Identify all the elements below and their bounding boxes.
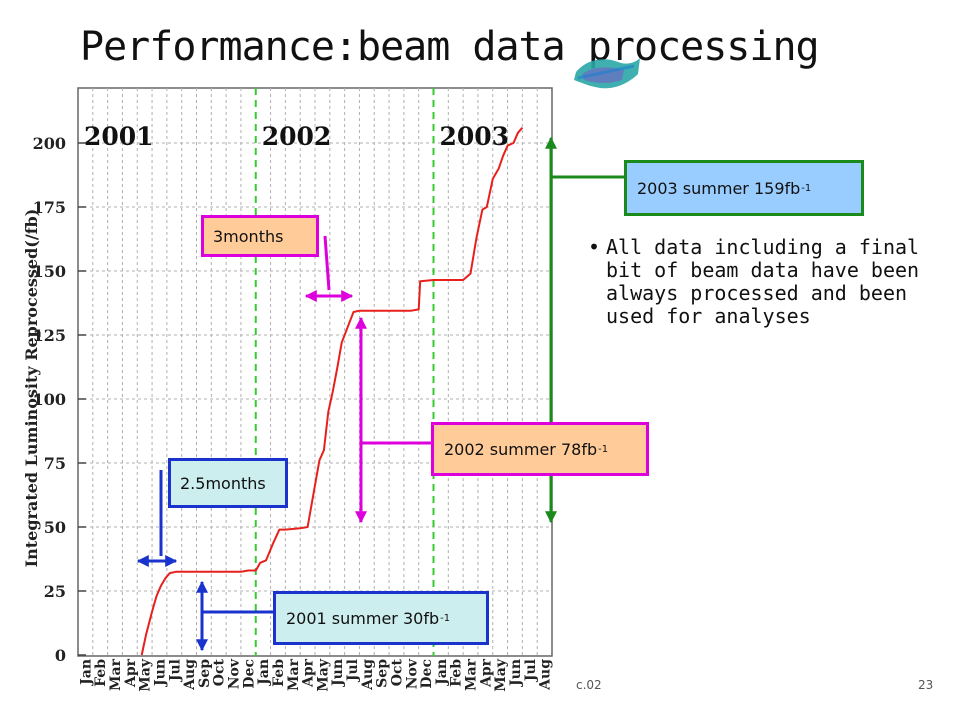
- footer-left: c.02: [576, 678, 602, 692]
- annotation-2003-summer-label: 2003 summer 159fb: [637, 178, 801, 198]
- x-tick-label: Sep: [197, 659, 213, 688]
- annotation-2001-summer-label: 2001 summer 30fb: [286, 608, 440, 628]
- x-tick-label: Mar: [286, 658, 302, 691]
- annotation-3months: 3months: [201, 215, 319, 257]
- x-tick-label: Sep: [375, 659, 391, 688]
- luminosity-curve: [140, 126, 524, 656]
- y-tick-label: 100: [33, 390, 66, 409]
- x-tick-label: May: [493, 658, 509, 692]
- x-tick-label: Aug: [538, 659, 554, 691]
- annotation-2002-summer-unit: -1: [598, 443, 609, 455]
- x-tick-label: Dec: [241, 659, 257, 689]
- x-tick-label: Jul: [523, 659, 539, 683]
- annotation-2002-summer-label: 2002 summer 78fb: [444, 439, 598, 459]
- year-label: 2002: [262, 122, 332, 151]
- x-tick-label: Nov: [404, 658, 420, 689]
- slide-title: Performance:beam data processing: [80, 24, 820, 70]
- x-tick-label: Mar: [464, 658, 480, 691]
- bullet-point: • All data including a final bit of beam…: [588, 235, 926, 328]
- x-tick-label: Feb: [93, 659, 109, 687]
- x-tick-label: Jan: [78, 659, 94, 687]
- x-tick-label: Apr: [301, 658, 317, 688]
- x-tick-label: Aug: [182, 659, 198, 691]
- bullet-text: All data including a final bit of beam d…: [606, 235, 920, 328]
- y-tick-label: 75: [44, 454, 66, 473]
- annotation-2001-summer-unit: -1: [440, 612, 451, 624]
- y-tick-label: 50: [44, 518, 66, 537]
- x-tick-label: Nov: [227, 658, 243, 689]
- leader-3months: [323, 235, 331, 291]
- y-tick-label: 175: [33, 198, 66, 217]
- brush-logo-icon: [574, 58, 640, 89]
- x-tick-label: Feb: [271, 659, 287, 687]
- annotation-2-5months: 2.5months: [168, 458, 288, 508]
- y-tick-label: 25: [44, 582, 66, 601]
- y-tick-label: 125: [33, 326, 66, 345]
- bullet-dot-icon: •: [588, 235, 601, 259]
- x-tick-label: Feb: [449, 659, 465, 687]
- x-tick-label: May: [138, 658, 154, 692]
- x-tick-label: Oct: [389, 658, 405, 686]
- x-tick-label: Apr: [478, 658, 494, 688]
- y-tick-label: 0: [55, 646, 66, 665]
- page-number: 23: [918, 678, 934, 692]
- year-label: 2003: [440, 122, 510, 151]
- y-axis-label: Integrated Luminosity Reprocessed(/fb): [22, 209, 41, 568]
- x-tick-label: May: [315, 658, 331, 692]
- x-tick-label: Apr: [123, 658, 139, 688]
- x-tick-label: Jan: [256, 659, 272, 687]
- x-tick-label: Mar: [108, 658, 124, 691]
- annotation-2002-summer: 2002 summer 78fb -1: [431, 422, 649, 476]
- x-tick-label: Jun: [152, 659, 168, 688]
- x-tick-label: Jul: [167, 659, 183, 683]
- annotation-3months-label: 3months: [213, 226, 284, 246]
- x-tick-label: Jun: [330, 659, 346, 688]
- y-tick-label: 200: [33, 134, 66, 153]
- year-label: 2001: [84, 122, 154, 151]
- y-tick-label: 150: [33, 262, 66, 281]
- annotation-2003-summer: 2003 summer 159fb -1: [624, 160, 864, 216]
- annotation-2003-summer-unit: -1: [801, 182, 812, 194]
- annotation-2001-summer: 2001 summer 30fb -1: [273, 591, 489, 645]
- x-tick-label: Oct: [212, 658, 228, 686]
- x-tick-label: Jun: [508, 659, 524, 688]
- x-tick-label: Aug: [360, 659, 376, 691]
- x-tick-label: Jan: [434, 659, 450, 687]
- x-tick-label: Jul: [345, 659, 361, 683]
- annotation-2-5months-label: 2.5months: [180, 473, 266, 493]
- x-tick-label: Dec: [419, 659, 435, 689]
